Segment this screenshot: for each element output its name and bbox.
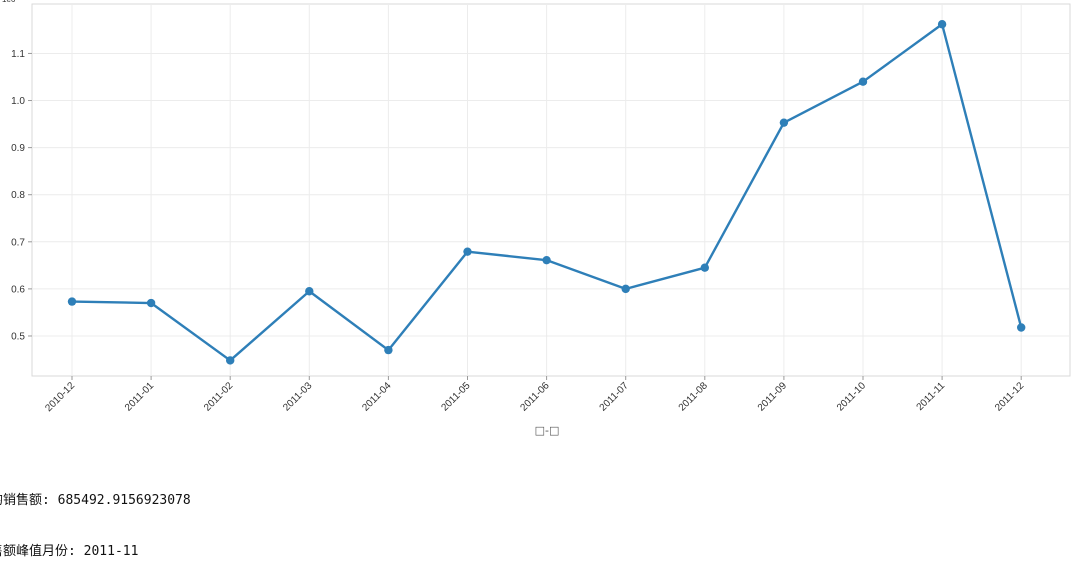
data-point <box>146 298 156 308</box>
x-tick-label: 2011-11 <box>915 380 948 413</box>
data-point <box>226 356 235 365</box>
data-point <box>67 297 77 306</box>
data-point <box>937 20 947 29</box>
console-output: 均销售额: 685492.9156923078 售额峰值月份: 2011-11 <box>0 458 191 577</box>
data-point <box>621 284 630 294</box>
data-point <box>1017 323 1026 332</box>
y-tick-label: 0.5 <box>11 331 25 342</box>
y-tick-label: 1.1 <box>11 49 25 60</box>
data-point <box>542 255 551 265</box>
x-tick-label: 2011-03 <box>281 380 315 414</box>
x-tick-label: 2010-12 <box>43 380 77 414</box>
x-tick-label: 2011-10 <box>835 380 869 414</box>
x-tick-label: 2011-05 <box>439 380 473 414</box>
data-point <box>858 77 868 86</box>
x-tick-label: 2011-02 <box>202 380 236 414</box>
line-chart: 0.5 0.6 0.7 0.8 0.9 1.0 1.1 2010-12 2011-01 2011… <box>2 0 1071 437</box>
average-sales-line: 均销售额: 685492.9156923078 <box>0 493 191 508</box>
data-point <box>305 287 314 296</box>
data-point <box>384 345 393 355</box>
y-tick-label: 1.0 <box>11 96 25 107</box>
y-tick-label: 0.7 <box>11 237 25 248</box>
y-tick-label: 0.8 <box>11 190 25 201</box>
series-line <box>67 20 1026 365</box>
x-tick-label: 2011-08 <box>677 380 711 414</box>
plot-area <box>31 3 1071 377</box>
x-tick-label: 2011-12 <box>993 380 1027 414</box>
y-tick-label: 0.6 <box>11 284 25 295</box>
x-tick-label: 2011-06 <box>519 380 553 414</box>
data-point <box>779 118 789 127</box>
data-point <box>463 247 472 256</box>
x-tick-label: 2011-04 <box>360 380 394 414</box>
data-point <box>700 263 709 272</box>
x-tick-label: 2011-07 <box>598 380 632 414</box>
y-exponent-label: 1e6 <box>2 0 16 4</box>
y-axis-ticks: 0.5 0.6 0.7 0.8 0.9 1.0 1.1 <box>11 49 32 342</box>
x-axis-ticks: 2010-12 2011-01 2011-02 2011-03 2011-04 2011-… <box>43 376 1027 414</box>
x-tick-label: 2011-01 <box>123 380 157 414</box>
x-axis-label: □-□ <box>535 424 560 437</box>
peak-month-line: 售额峰值月份: 2011-11 <box>0 544 139 559</box>
y-tick-label: 0.9 <box>11 143 25 154</box>
grid-lines <box>32 4 1070 376</box>
x-tick-label: 2011-09 <box>756 380 790 414</box>
